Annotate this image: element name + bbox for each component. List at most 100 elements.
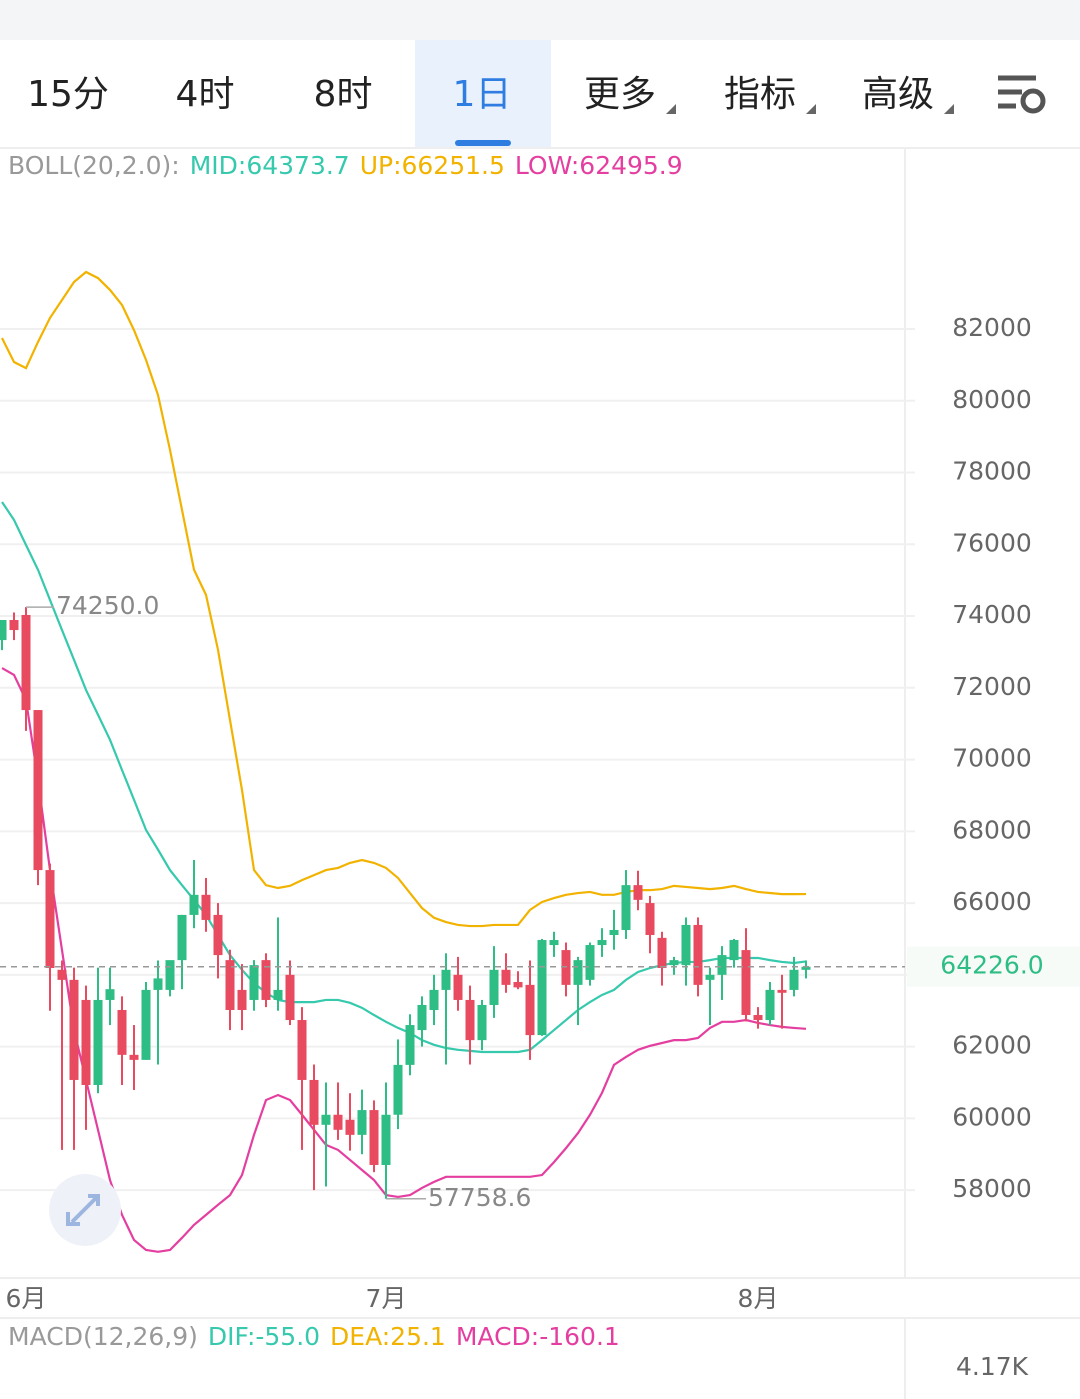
candle-body xyxy=(393,1064,403,1115)
tab[interactable]: 4时 xyxy=(176,74,235,115)
candle-body xyxy=(765,989,775,1021)
macd-axis-label: 4.17K xyxy=(956,1352,1029,1381)
candle-body xyxy=(669,960,679,966)
candle-body xyxy=(429,989,439,1010)
boll-line xyxy=(1,270,807,928)
candle-body xyxy=(549,940,559,946)
candle-body xyxy=(21,614,31,711)
grid: 5800060000620006400066000680007000072000… xyxy=(0,313,1032,1313)
y-tick-label: 70000 xyxy=(952,744,1032,773)
candle-body xyxy=(345,1119,355,1135)
candle-body xyxy=(453,974,463,1000)
candle-body xyxy=(717,955,727,975)
candle-body xyxy=(321,1114,331,1125)
candle-body xyxy=(597,940,607,946)
tab[interactable]: 指标 xyxy=(724,74,796,115)
legend-item: DEA:25.1 xyxy=(330,1322,446,1351)
candle-body xyxy=(693,924,703,985)
low-label: 57758.6 xyxy=(428,1183,531,1212)
candle-body xyxy=(681,924,691,966)
candle-body xyxy=(117,1009,127,1055)
tab[interactable]: 高级 xyxy=(862,74,934,115)
dropdown-arrow xyxy=(944,104,954,114)
plot: 74250.0 57758.6 64226.0 xyxy=(0,270,1080,1253)
candle-body xyxy=(93,999,103,1085)
tab-bar: 15分 4时 8时 1日 更多 指标 高级 xyxy=(27,74,954,115)
y-tick-label: 76000 xyxy=(952,528,1032,557)
legend-label: MACD(12,26,9) xyxy=(8,1322,198,1351)
tab[interactable]: 1日 xyxy=(453,74,512,115)
candle-body xyxy=(537,940,547,1036)
candle-body xyxy=(33,710,43,871)
candle-body xyxy=(237,989,247,1010)
candle-body xyxy=(57,969,67,980)
y-tick-label: 68000 xyxy=(952,815,1032,844)
legend-item: LOW:62495.9 xyxy=(515,151,683,180)
candle-body xyxy=(141,989,151,1060)
selected-tab-bg xyxy=(415,40,551,148)
candle-body xyxy=(645,903,655,936)
selected-tab-underline xyxy=(455,140,511,146)
candle-body xyxy=(705,974,715,980)
legend-item: UP:66251.5 xyxy=(360,151,505,180)
tab[interactable]: 15分 xyxy=(27,74,109,115)
candle-body xyxy=(489,969,499,1005)
candle-body xyxy=(657,937,667,969)
candle-body xyxy=(801,966,811,970)
high-label: 74250.0 xyxy=(56,591,159,620)
dropdown-arrow xyxy=(806,104,816,114)
tab[interactable]: 8时 xyxy=(314,74,373,115)
candle-body xyxy=(357,1110,367,1135)
candle-body xyxy=(213,914,223,956)
y-tick-label: 66000 xyxy=(952,887,1032,916)
y-tick-label: 58000 xyxy=(952,1174,1032,1203)
candle-body xyxy=(285,974,295,1021)
y-tick-label: 78000 xyxy=(952,457,1032,486)
last-price-label: 64226.0 xyxy=(940,951,1043,980)
y-tick-label: 60000 xyxy=(952,1102,1032,1131)
candle-body xyxy=(261,960,271,1000)
candle-body xyxy=(105,989,115,1000)
expand-button[interactable] xyxy=(49,1174,121,1246)
y-tick-label: 82000 xyxy=(952,313,1032,342)
candle-body xyxy=(741,950,751,1016)
x-tick-label: 8月 xyxy=(738,1284,779,1313)
candle-body xyxy=(177,914,187,961)
candle-body xyxy=(573,960,583,985)
candle-body xyxy=(513,982,523,988)
legend-item: MID:64373.7 xyxy=(190,151,350,180)
candle-body xyxy=(129,1054,139,1060)
candle-body xyxy=(309,1079,319,1125)
y-tick-label: 74000 xyxy=(952,600,1032,629)
candle-body xyxy=(81,999,91,1085)
candle-body xyxy=(561,950,571,985)
dropdown-arrow xyxy=(666,104,676,114)
boll-legend: BOLL(20,2.0): MID:64373.7 UP:66251.5 LOW:62… xyxy=(8,151,683,180)
boll-line xyxy=(1,667,807,1253)
candle-body xyxy=(477,1004,487,1041)
status-strip xyxy=(0,0,1080,40)
candle-body xyxy=(9,620,19,631)
candle-body xyxy=(333,1114,343,1130)
candle-body xyxy=(753,1015,763,1021)
candle-body xyxy=(201,894,211,920)
candle-body xyxy=(165,960,175,990)
candle-body xyxy=(249,965,259,1000)
candle-body xyxy=(729,940,739,961)
candle-body xyxy=(273,989,283,1000)
macd-legend: MACD(12,26,9) DIF:-55.0 DEA:25.1 MACD:-160.… xyxy=(8,1322,620,1351)
y-tick-label: 72000 xyxy=(952,672,1032,701)
candle-body xyxy=(465,999,475,1041)
candle-body xyxy=(405,1025,415,1065)
candle-body xyxy=(789,969,799,990)
legend-item: DIF:-55.0 xyxy=(208,1322,320,1351)
candle-body xyxy=(417,1004,427,1031)
candle-body xyxy=(189,894,199,915)
y-tick-label: 62000 xyxy=(952,1031,1032,1060)
tab[interactable]: 更多 xyxy=(584,74,656,115)
settings-icon[interactable] xyxy=(998,75,1046,114)
x-tick-label: 7月 xyxy=(366,1284,407,1313)
candle-body xyxy=(633,885,643,900)
candle-body xyxy=(381,1114,391,1165)
